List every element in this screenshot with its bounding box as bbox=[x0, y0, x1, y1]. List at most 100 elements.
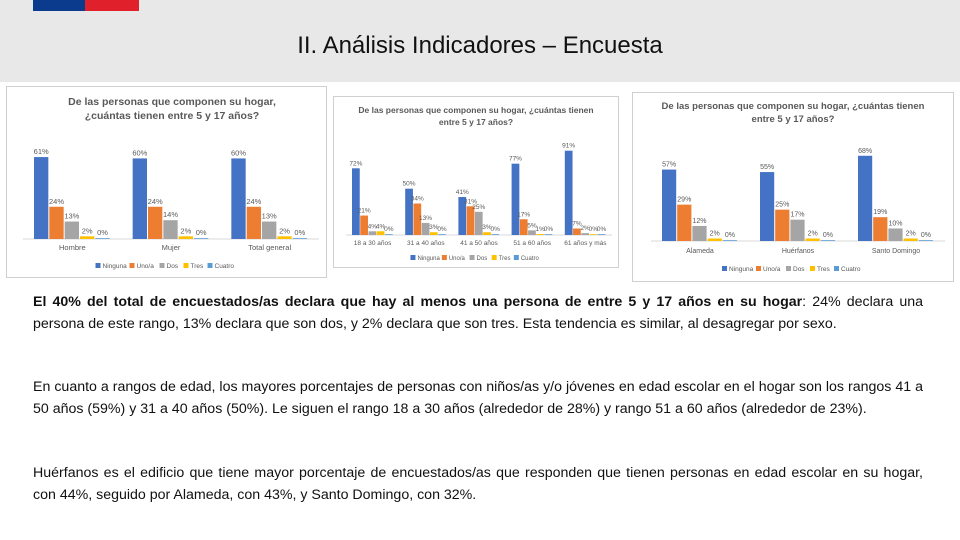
legend-swatch bbox=[513, 255, 519, 260]
bar-ninguna bbox=[760, 172, 775, 241]
data-label: 14% bbox=[163, 210, 178, 219]
chart-title-line: De las personas que componen su hogar, ¿… bbox=[662, 101, 925, 112]
chart-by-sex: De las personas que componen su hogar, ¿c… bbox=[6, 86, 327, 278]
data-label: 24% bbox=[246, 197, 261, 206]
legend-label: Cuatro bbox=[215, 263, 235, 270]
bar-tres bbox=[483, 232, 491, 235]
bar-tres bbox=[903, 238, 918, 241]
bar-ninguna bbox=[132, 158, 147, 239]
bar-ninguna bbox=[662, 169, 677, 241]
bar-tres bbox=[80, 236, 95, 239]
chart-by-sex-svg: De las personas que componen su hogar, ¿c… bbox=[23, 96, 319, 270]
bar-cuatro bbox=[544, 234, 553, 235]
bar-dos bbox=[528, 230, 536, 235]
bar-ninguna bbox=[231, 158, 246, 239]
paragraph-buildings: Huérfanos es el edificio que tiene mayor… bbox=[33, 465, 923, 503]
chart-title-line: entre 5 y 17 años? bbox=[439, 117, 513, 127]
bar-ninguna bbox=[34, 157, 49, 239]
data-label: 72% bbox=[349, 160, 362, 167]
bar-ninguna bbox=[564, 150, 573, 235]
legend-swatch bbox=[410, 255, 416, 260]
bar-unoa bbox=[148, 206, 163, 239]
category-label: Huérfanos bbox=[782, 248, 815, 255]
data-label: 55% bbox=[760, 164, 774, 171]
data-label: 24% bbox=[148, 197, 163, 206]
legend-swatch bbox=[129, 263, 135, 268]
bar-unoa bbox=[519, 219, 528, 235]
paragraph-age-ranges: En cuanto a rangos de edad, los mayores … bbox=[33, 379, 923, 417]
chart-title-line: entre 5 y 17 años? bbox=[752, 114, 835, 125]
category-label: Santo Domingo bbox=[872, 248, 920, 255]
chart-by-age-svg: De las personas que componen su hogar, ¿… bbox=[346, 105, 612, 262]
data-label: 17% bbox=[790, 212, 804, 219]
data-label: 0% bbox=[384, 226, 394, 233]
legend-swatch bbox=[159, 263, 165, 268]
paragraph-summary: El 40% del total de encuestados/as decla… bbox=[33, 292, 923, 335]
bar-unoa bbox=[360, 215, 368, 235]
bar-unoa bbox=[775, 209, 790, 241]
category-label: Total general bbox=[248, 243, 291, 252]
data-label: 13% bbox=[262, 212, 277, 221]
data-label: 2% bbox=[710, 230, 720, 237]
bar-dos bbox=[790, 219, 805, 241]
data-label: 13% bbox=[64, 212, 79, 221]
bar-tres bbox=[805, 238, 820, 241]
flag-stripe-red bbox=[85, 0, 139, 11]
bar-unoa bbox=[413, 203, 422, 235]
bar-cuatro bbox=[292, 238, 307, 239]
chart-by-building: De las personas que componen su hogar, ¿… bbox=[632, 92, 954, 282]
data-label: 41% bbox=[456, 189, 469, 196]
bar-cuatro bbox=[384, 234, 393, 235]
legend-swatch bbox=[95, 263, 101, 268]
bar-dos bbox=[368, 231, 377, 235]
data-label: 12% bbox=[692, 218, 706, 225]
bar-dos bbox=[262, 221, 277, 239]
bar-cuatro bbox=[194, 238, 209, 239]
category-label: 31 a 40 años bbox=[407, 240, 445, 247]
bar-ninguna bbox=[858, 155, 873, 241]
data-label: 34% bbox=[411, 196, 424, 203]
category-label: Hombre bbox=[59, 243, 86, 252]
data-label: 2% bbox=[180, 226, 191, 235]
category-label: Mujer bbox=[162, 243, 181, 252]
bar-dos bbox=[692, 225, 707, 241]
data-label: 68% bbox=[858, 148, 872, 155]
data-label: 29% bbox=[677, 197, 691, 204]
data-label: 31% bbox=[464, 198, 477, 205]
paragraph-summary-bold: El 40% del total de encuestados/as decla… bbox=[33, 294, 803, 310]
bar-tres bbox=[178, 236, 193, 239]
legend-swatch bbox=[183, 263, 189, 268]
legend-swatch bbox=[469, 255, 475, 260]
data-label: 0% bbox=[97, 228, 108, 237]
data-label: 5% bbox=[527, 222, 537, 229]
bar-ninguna bbox=[458, 197, 467, 235]
legend-label: Ninguna bbox=[729, 266, 754, 273]
legend-label: Uno/a bbox=[137, 263, 155, 270]
flag-stripe-blue bbox=[33, 0, 85, 11]
data-label: 2% bbox=[82, 226, 93, 235]
header-band bbox=[0, 0, 960, 82]
bar-tres bbox=[277, 236, 292, 239]
data-label: 0% bbox=[823, 232, 833, 239]
legend-label: Ninguna bbox=[417, 256, 440, 262]
legend-swatch bbox=[786, 266, 791, 271]
legend-swatch bbox=[810, 266, 815, 271]
data-label: 60% bbox=[231, 148, 246, 157]
bar-unoa bbox=[573, 228, 581, 235]
legend-label: Dos bbox=[167, 263, 179, 270]
data-label: 2% bbox=[279, 226, 290, 235]
legend-swatch bbox=[491, 255, 497, 260]
data-label: 60% bbox=[132, 148, 147, 157]
data-label: 50% bbox=[403, 181, 416, 188]
legend-label: Uno/a bbox=[763, 266, 781, 273]
chart-title-line: De las personas que componen su hogar, ¿… bbox=[358, 105, 593, 115]
data-label: 24% bbox=[49, 197, 64, 206]
data-label: 0% bbox=[544, 226, 554, 233]
bar-cuatro bbox=[597, 234, 606, 235]
data-label: 10% bbox=[888, 220, 902, 227]
legend-swatch bbox=[722, 266, 727, 271]
data-label: 2% bbox=[808, 230, 818, 237]
paragraph-summary-rest: : 24% declara una persona de este rango,… bbox=[33, 294, 923, 332]
bar-unoa bbox=[873, 217, 888, 241]
data-label: 0% bbox=[491, 226, 501, 233]
